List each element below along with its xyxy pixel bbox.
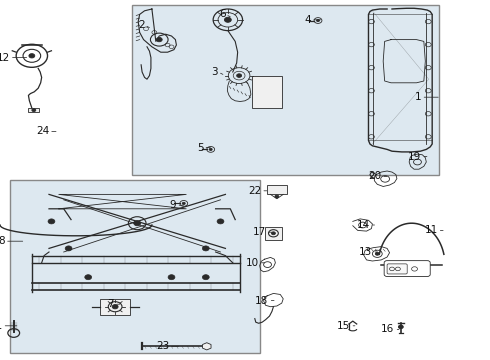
Circle shape <box>375 252 379 255</box>
Circle shape <box>156 37 162 42</box>
Bar <box>132 5 439 175</box>
Text: 2: 2 <box>138 20 145 30</box>
Circle shape <box>112 305 118 309</box>
Text: 22: 22 <box>248 186 261 196</box>
Text: 12: 12 <box>0 53 10 63</box>
Text: 7: 7 <box>107 299 114 309</box>
Text: 5: 5 <box>196 143 203 153</box>
Circle shape <box>29 54 35 58</box>
Text: 10: 10 <box>245 258 259 268</box>
Text: 19: 19 <box>408 152 421 162</box>
Circle shape <box>317 19 319 22</box>
Text: 17: 17 <box>253 227 266 237</box>
Text: 21: 21 <box>0 321 2 331</box>
Text: 11: 11 <box>424 225 438 235</box>
Circle shape <box>85 275 92 280</box>
FancyBboxPatch shape <box>387 264 407 274</box>
Circle shape <box>271 232 275 235</box>
Circle shape <box>217 219 224 224</box>
Text: 3: 3 <box>211 67 218 77</box>
Bar <box>10 180 260 353</box>
Circle shape <box>182 202 185 204</box>
Circle shape <box>398 325 403 329</box>
Text: 4: 4 <box>304 15 311 25</box>
Circle shape <box>275 195 279 198</box>
Circle shape <box>202 246 209 251</box>
Bar <box>265 227 282 240</box>
Bar <box>267 185 287 194</box>
Circle shape <box>134 221 141 226</box>
Text: 8: 8 <box>0 236 5 246</box>
Text: 6: 6 <box>219 9 225 19</box>
Text: 1: 1 <box>415 92 421 102</box>
Circle shape <box>237 74 242 77</box>
FancyBboxPatch shape <box>384 261 430 276</box>
Text: 23: 23 <box>156 341 169 351</box>
Text: 16: 16 <box>381 324 394 334</box>
Bar <box>252 76 282 108</box>
Bar <box>100 299 130 315</box>
Circle shape <box>32 109 36 112</box>
Circle shape <box>48 219 55 224</box>
Text: 13: 13 <box>359 247 372 257</box>
Text: 20: 20 <box>368 171 381 181</box>
Circle shape <box>65 246 72 251</box>
Circle shape <box>224 17 231 22</box>
Text: 14: 14 <box>357 220 370 230</box>
Text: 24: 24 <box>36 126 49 136</box>
Text: 18: 18 <box>255 296 269 306</box>
Circle shape <box>209 148 212 150</box>
Text: 15: 15 <box>337 321 350 331</box>
Circle shape <box>202 275 209 280</box>
Circle shape <box>168 275 175 280</box>
Text: 9: 9 <box>170 200 176 210</box>
Bar <box>28 108 39 112</box>
